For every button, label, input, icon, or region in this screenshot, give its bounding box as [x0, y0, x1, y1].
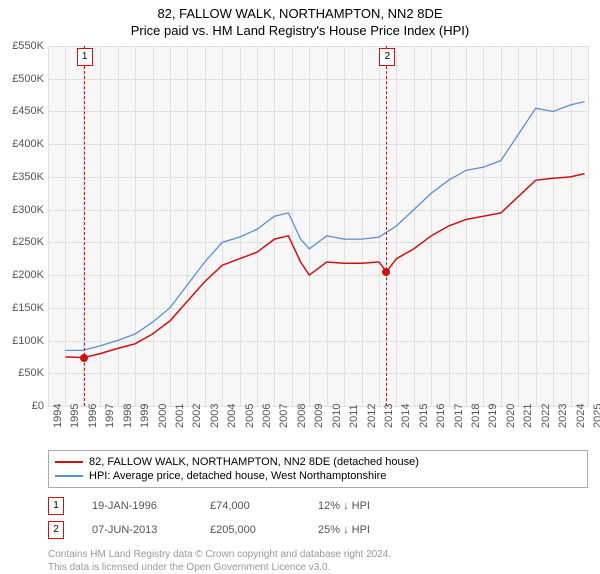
- xtick-label: 1994: [52, 398, 64, 428]
- legend-swatch-hpi: [55, 475, 83, 477]
- xtick-label: 1996: [87, 398, 99, 428]
- ytick-label: £100K: [2, 335, 44, 347]
- legend-label-property: 82, FALLOW WALK, NORTHAMPTON, NN2 8DE (d…: [89, 456, 419, 468]
- xtick-label: 2025: [592, 398, 600, 428]
- marker-dot-2: [382, 268, 390, 276]
- event-date: 19-JAN-1996: [92, 500, 182, 512]
- xtick-label: 2014: [400, 398, 412, 428]
- ytick-label: £50K: [2, 367, 44, 379]
- xtick-label: 2004: [226, 398, 238, 428]
- legend-swatch-property: [55, 461, 83, 463]
- xtick-label: 1995: [69, 398, 81, 428]
- event-row: 2 07-JUN-2013 £205,000 25% ↓ HPI: [48, 518, 588, 542]
- xtick-label: 2006: [261, 398, 273, 428]
- xtick-label: 2019: [487, 398, 499, 428]
- ytick-label: £450K: [2, 105, 44, 117]
- chart-subtitle: Price paid vs. HM Land Registry's House …: [0, 21, 600, 46]
- events-table: 1 19-JAN-1996 £74,000 12% ↓ HPI 2 07-JUN…: [48, 494, 588, 542]
- ytick-label: £500K: [2, 73, 44, 85]
- marker-box-2: 2: [379, 48, 395, 66]
- xtick-label: 2003: [209, 398, 221, 428]
- xtick-label: 2001: [174, 398, 186, 428]
- xtick-label: 2002: [191, 398, 203, 428]
- event-date: 07-JUN-2013: [92, 524, 182, 536]
- ytick-label: £550K: [2, 40, 44, 52]
- xtick-label: 2023: [557, 398, 569, 428]
- xtick-label: 2012: [366, 398, 378, 428]
- ytick-label: £300K: [2, 204, 44, 216]
- event-row: 1 19-JAN-1996 £74,000 12% ↓ HPI: [48, 494, 588, 518]
- event-delta: 12% ↓ HPI: [318, 500, 370, 512]
- marker-box-1: 1: [77, 48, 93, 66]
- marker-dot-1: [80, 354, 88, 362]
- ytick-label: £200K: [2, 269, 44, 281]
- xtick-label: 2011: [348, 398, 360, 428]
- event-price: £74,000: [210, 500, 290, 512]
- xtick-label: 2020: [505, 398, 517, 428]
- xtick-label: 2021: [522, 398, 534, 428]
- event-delta: 25% ↓ HPI: [318, 524, 370, 536]
- event-marker-1: 1: [48, 497, 64, 515]
- event-price: £205,000: [210, 524, 290, 536]
- xtick-label: 2008: [296, 398, 308, 428]
- xtick-label: 2005: [244, 398, 256, 428]
- xtick-label: 2015: [418, 398, 430, 428]
- chart-title: 82, FALLOW WALK, NORTHAMPTON, NN2 8DE: [0, 0, 600, 21]
- event-marker-2: 2: [48, 521, 64, 539]
- ytick-label: £250K: [2, 236, 44, 248]
- xtick-label: 2007: [278, 398, 290, 428]
- xtick-label: 2010: [331, 398, 343, 428]
- series-hpi: [65, 102, 584, 351]
- xtick-label: 1999: [139, 398, 151, 428]
- ytick-label: £350K: [2, 171, 44, 183]
- chart-plot: 12 £0£50K£100K£150K£200K£250K£300K£350K£…: [48, 46, 588, 406]
- series-property: [65, 174, 584, 358]
- xtick-label: 2009: [313, 398, 325, 428]
- xtick-label: 2018: [470, 398, 482, 428]
- xtick-label: 1997: [104, 398, 116, 428]
- xtick-label: 2022: [540, 398, 552, 428]
- xtick-label: 1998: [122, 398, 134, 428]
- ytick-label: £150K: [2, 302, 44, 314]
- legend-label-hpi: HPI: Average price, detached house, West…: [89, 470, 386, 482]
- xtick-label: 2016: [435, 398, 447, 428]
- ytick-label: £400K: [2, 138, 44, 150]
- legend: 82, FALLOW WALK, NORTHAMPTON, NN2 8DE (d…: [48, 450, 588, 488]
- ytick-label: £0: [2, 400, 44, 412]
- xtick-label: 2013: [383, 398, 395, 428]
- xtick-label: 2000: [157, 398, 169, 428]
- xtick-label: 2024: [575, 398, 587, 428]
- xtick-label: 2017: [453, 398, 465, 428]
- footer-attribution: Contains HM Land Registry data © Crown c…: [48, 548, 588, 574]
